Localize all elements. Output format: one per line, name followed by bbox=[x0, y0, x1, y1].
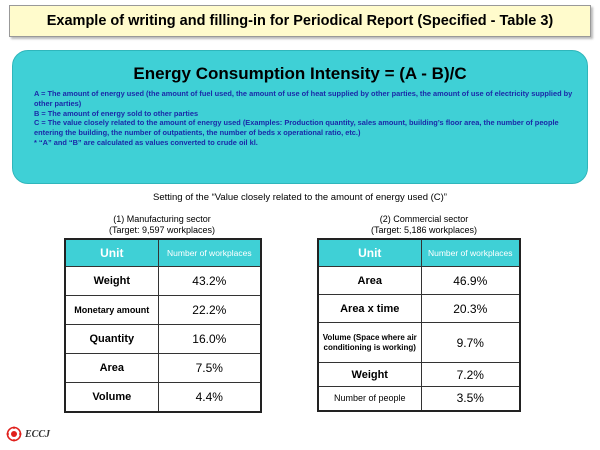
eccj-logo: ECCJ bbox=[6, 426, 50, 442]
formula-heading: Energy Consumption Intensity = (A - B)/C bbox=[133, 64, 467, 83]
value-cell: 20.3% bbox=[420, 294, 521, 323]
value-cell: 16.0% bbox=[157, 324, 262, 354]
definition-a: A = The amount of energy used (the amoun… bbox=[34, 89, 573, 108]
table-row: Monetary amount 22.2% bbox=[64, 295, 262, 325]
table-row: Volume 4.4% bbox=[64, 382, 262, 413]
column-header-unit: Unit bbox=[64, 238, 159, 267]
value-cell: 3.5% bbox=[420, 386, 521, 411]
column-header-unit: Unit bbox=[317, 238, 422, 267]
column-header-count: Number of workplaces bbox=[420, 238, 521, 267]
manufacturing-title: (1) Manufacturing sector bbox=[113, 214, 211, 224]
value-cell: 4.4% bbox=[157, 382, 262, 413]
unit-cell: Area x time bbox=[317, 294, 422, 323]
value-cell: 7.5% bbox=[157, 353, 262, 383]
table-row: Weight 43.2% bbox=[64, 266, 262, 296]
manufacturing-title-block: (1) Manufacturing sector (Target: 9,597 … bbox=[62, 214, 262, 236]
table-row: Area 7.5% bbox=[64, 353, 262, 383]
unit-cell: Volume (Space where air conditioning is … bbox=[317, 322, 422, 363]
table-row: Area 46.9% bbox=[317, 266, 521, 295]
unit-cell: Weight bbox=[64, 266, 159, 296]
logo-text: ECCJ bbox=[25, 428, 51, 440]
value-cell: 9.7% bbox=[420, 322, 521, 363]
unit-cell: Monetary amount bbox=[64, 295, 159, 325]
commercial-target: (Target: 5,186 workplaces) bbox=[370, 225, 478, 235]
table-row: Area x time 20.3% bbox=[317, 294, 521, 323]
definitions-list: A = The amount of energy used (the amoun… bbox=[34, 89, 573, 148]
formula-panel: Energy Consumption Intensity = (A - B)/C… bbox=[12, 50, 588, 184]
value-cell: 7.2% bbox=[420, 362, 521, 387]
commercial-table: Unit Number of workplaces Area 46.9% Are… bbox=[317, 238, 521, 412]
unit-cell: Area bbox=[64, 353, 159, 383]
definition-b: B = The amount of energy sold to other p… bbox=[34, 108, 199, 118]
table-row: Volume (Space where air conditioning is … bbox=[317, 322, 521, 363]
definition-note: * “A” and “B” are calculated as values c… bbox=[34, 137, 258, 147]
value-cell: 22.2% bbox=[157, 295, 262, 325]
definition-c: C = The value closely related to the amo… bbox=[34, 118, 559, 138]
value-cell: 43.2% bbox=[157, 266, 262, 296]
value-cell: 46.9% bbox=[420, 266, 521, 295]
manufacturing-table: Unit Number of workplaces Weight 43.2% M… bbox=[64, 238, 262, 413]
column-header-count: Number of workplaces bbox=[157, 238, 262, 267]
unit-cell: Weight bbox=[317, 362, 422, 387]
table-row: Number of people 3.5% bbox=[317, 386, 521, 411]
commercial-title-block: (2) Commercial sector (Target: 5,186 wor… bbox=[324, 214, 524, 236]
unit-cell: Area bbox=[317, 266, 422, 295]
unit-cell: Volume bbox=[64, 382, 159, 413]
table-row: Weight 7.2% bbox=[317, 362, 521, 387]
commercial-title: (2) Commercial sector bbox=[379, 214, 469, 224]
table-row: Quantity 16.0% bbox=[64, 324, 262, 354]
eccj-emblem-icon bbox=[6, 426, 22, 442]
unit-cell: Quantity bbox=[64, 324, 159, 354]
setting-title: Setting of the “Value closely related to… bbox=[153, 192, 447, 203]
slide-title: Example of writing and filling-in for Pe… bbox=[9, 5, 591, 37]
manufacturing-target: (Target: 9,597 workplaces) bbox=[108, 225, 216, 235]
table-header-row: Unit Number of workplaces bbox=[317, 238, 521, 267]
unit-cell: Number of people bbox=[317, 386, 422, 411]
table-header-row: Unit Number of workplaces bbox=[64, 238, 262, 267]
